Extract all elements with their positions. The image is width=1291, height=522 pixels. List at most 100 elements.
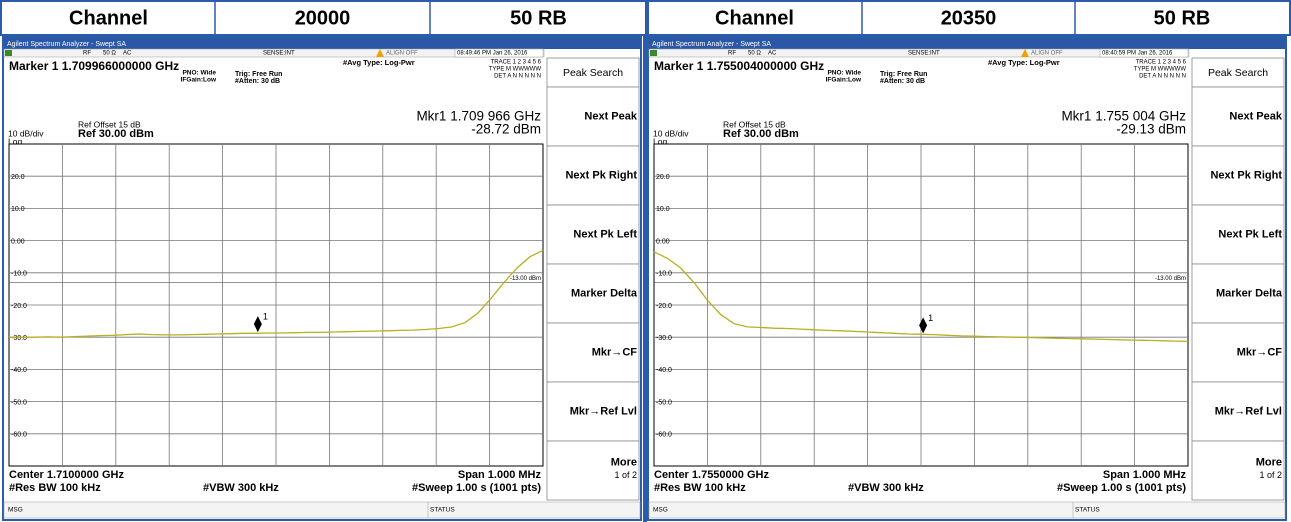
display-line-label: -13.00 dBm <box>1155 276 1186 282</box>
time-box <box>1099 48 1189 58</box>
softkey-title-box <box>1191 57 1285 88</box>
status-row <box>3 48 545 58</box>
marker-amp: -29.13 dBm <box>1116 122 1186 137</box>
marker-amp: -28.72 dBm <box>471 122 541 137</box>
softkey-label: Mkr→Ref Lvl <box>1215 405 1282 417</box>
trig: Trig: Free Run <box>880 71 927 78</box>
trace-info: DET A N N N N N <box>1139 74 1186 80</box>
softkey[interactable] <box>1191 322 1285 383</box>
softkey[interactable] <box>546 86 640 147</box>
align-warning-icon <box>1021 49 1029 57</box>
softkey-label: Next Peak <box>584 110 637 122</box>
header-cell: 50 RB <box>1154 7 1211 29</box>
softkey[interactable] <box>1191 263 1285 324</box>
header-cell: 20350 <box>941 7 997 29</box>
y-tick-label: -50.0 <box>11 399 27 406</box>
avg-type: #Avg Type: Log-Pwr <box>988 58 1060 67</box>
softkey-title: Peak Search <box>1208 67 1268 79</box>
softkey[interactable] <box>1191 440 1285 501</box>
scale: 10 dB/div <box>8 128 44 138</box>
softkey[interactable] <box>546 381 640 442</box>
status-label: STATUS <box>430 507 455 514</box>
res-bw: #Res BW 100 kHz <box>654 482 746 494</box>
softkey-title-box <box>546 57 640 88</box>
marker-label: 1 <box>928 313 933 323</box>
marker-freq: Mkr1 1.755 004 GHz <box>1061 109 1186 124</box>
y-tick-label: 20.0 <box>11 174 25 181</box>
softkey[interactable] <box>1191 381 1285 442</box>
ifgain: IFGain:Low <box>181 77 217 84</box>
sweep: #Sweep 1.00 s (1001 pts) <box>1057 482 1186 494</box>
softkey[interactable] <box>546 145 640 206</box>
lxi-icon <box>650 50 657 56</box>
align-warning-icon <box>376 49 384 57</box>
softkey-label: Mkr→CF <box>1237 346 1283 358</box>
log-label: Log <box>8 136 22 146</box>
y-tick-label: -20.0 <box>656 303 672 310</box>
header-cell: 20000 <box>295 7 351 29</box>
y-tick-label: -30.0 <box>11 335 27 342</box>
display-line-label: -13.00 dBm <box>510 276 541 282</box>
vbw: #VBW 300 kHz <box>203 482 279 494</box>
trace <box>8 249 544 339</box>
msg-bar <box>3 501 641 519</box>
y-tick-label: -10.0 <box>11 271 27 278</box>
y-tick-label: -50.0 <box>656 399 672 406</box>
y-tick-label: -30.0 <box>656 335 672 342</box>
marker-label: 1 <box>263 311 268 321</box>
header-cell: 50 RB <box>510 7 567 29</box>
res-bw: #Res BW 100 kHz <box>9 482 101 494</box>
status-impedance: 50 Ω <box>103 51 116 57</box>
sweep: #Sweep 1.00 s (1001 pts) <box>412 482 541 494</box>
softkey-label: Next Pk Right <box>565 169 637 181</box>
msg: MSG <box>8 507 23 514</box>
center-freq: Center 1.7100000 GHz <box>9 469 124 481</box>
softkey[interactable] <box>1191 86 1285 147</box>
avg-type: #Avg Type: Log-Pwr <box>343 58 415 67</box>
vbw: #VBW 300 kHz <box>848 482 924 494</box>
status-row <box>648 48 1190 58</box>
softkey[interactable] <box>1191 204 1285 265</box>
softkey-page: 1 of 2 <box>1259 470 1282 480</box>
ref-offset: Ref Offset 15 dB <box>78 119 141 129</box>
header-cell: Channel <box>69 7 148 29</box>
status-label: STATUS <box>1075 507 1100 514</box>
pno: PNO: Wide <box>827 70 861 77</box>
status-align: ALIGN OFF <box>386 51 418 57</box>
window-title-bar <box>4 38 640 49</box>
log-label: Log <box>653 136 667 146</box>
scale: 10 dB/div <box>653 128 689 138</box>
softkey-label: Marker Delta <box>571 287 638 299</box>
y-tick-label: 0.00 <box>656 238 670 245</box>
trace-info: TRACE 1 2 3 4 5 6 <box>491 60 542 66</box>
y-tick-label: 10.0 <box>656 206 670 213</box>
trace-info: TYPE M WWWWW <box>489 67 542 73</box>
marker-freq: Mkr1 1.709 966 GHz <box>416 109 541 124</box>
status-align: ALIGN OFF <box>1031 51 1063 57</box>
y-tick-label: 10.0 <box>11 206 25 213</box>
ref-offset: Ref Offset 15 dB <box>723 119 786 129</box>
trig: Trig: Free Run <box>235 71 282 78</box>
atten: #Atten: 30 dB <box>235 78 280 85</box>
softkey[interactable] <box>546 263 640 324</box>
header-cell: Channel <box>715 7 794 29</box>
softkey-label: Next Pk Left <box>573 228 637 240</box>
softkey[interactable] <box>546 440 640 501</box>
status-coupling: AC <box>123 51 132 57</box>
softkey-label: More <box>611 456 637 468</box>
window-title-bar <box>649 38 1285 49</box>
y-tick-label: -60.0 <box>656 432 672 439</box>
trace-info: TRACE 1 2 3 4 5 6 <box>1136 60 1187 66</box>
softkey[interactable] <box>546 204 640 265</box>
softkey-label: Mkr→Ref Lvl <box>570 405 637 417</box>
softkey-page: 1 of 2 <box>614 470 637 480</box>
softkey-title: Peak Search <box>563 67 623 79</box>
softkey[interactable] <box>546 322 640 383</box>
marker-diamond <box>253 316 262 333</box>
softkey[interactable] <box>1191 145 1285 206</box>
softkey-label: Next Pk Right <box>1210 169 1282 181</box>
status-time: 08:40:59 PM Jan 26, 2016 <box>1102 51 1173 57</box>
marker-diamond <box>919 317 928 334</box>
trace <box>653 251 1189 343</box>
